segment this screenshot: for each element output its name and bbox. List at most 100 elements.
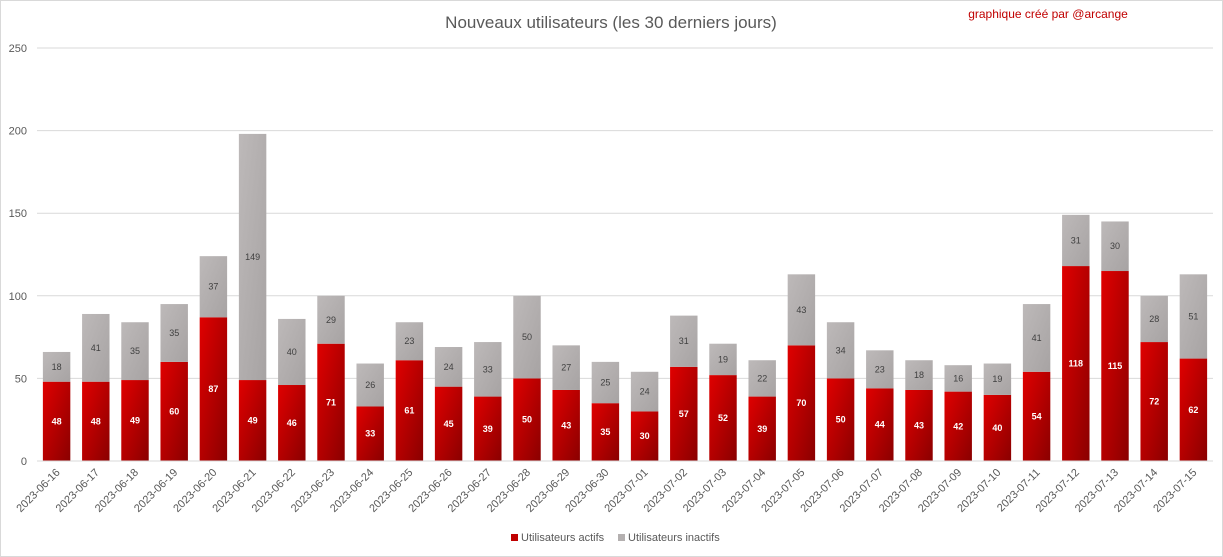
bar-active xyxy=(748,396,776,461)
data-label-active: 42 xyxy=(953,421,963,431)
bar-active xyxy=(199,317,228,461)
bar-inactive xyxy=(42,351,71,382)
data-label-active: 118 xyxy=(1069,359,1084,369)
data-label-active: 30 xyxy=(640,431,650,441)
bar-active xyxy=(395,360,424,461)
data-label-inactive: 30 xyxy=(1110,241,1120,251)
chart-title: Nouveaux utilisateurs (les 30 derniers j… xyxy=(445,13,777,32)
bar-inactive xyxy=(1022,304,1051,372)
chart-credit: graphique créé par @arcange xyxy=(968,7,1128,21)
data-label-inactive: 41 xyxy=(91,343,101,353)
bar-inactive xyxy=(709,343,737,376)
data-label-inactive: 35 xyxy=(130,346,140,356)
bar-inactive xyxy=(395,322,424,361)
bar-active xyxy=(238,380,267,461)
y-tick-label: 250 xyxy=(9,43,27,55)
data-labels: 48 18 48 41 49 35 60 35 87 37 49 149 46 40 71 29 33 26 61 2… xyxy=(52,235,1199,441)
bar-active xyxy=(866,388,894,461)
bar-active xyxy=(670,366,698,461)
y-tick-label: 150 xyxy=(9,208,27,220)
data-label-inactive: 50 xyxy=(522,332,532,342)
data-label-inactive: 16 xyxy=(953,373,963,383)
bar-active xyxy=(42,381,71,461)
bar-active xyxy=(434,386,463,461)
data-label-active: 54 xyxy=(1032,411,1042,421)
data-label-inactive: 40 xyxy=(287,347,297,357)
bar-active xyxy=(356,406,384,461)
bar-inactive xyxy=(1179,274,1208,359)
legend-label-inactive: Utilisateurs inactifs xyxy=(628,532,720,544)
bar-inactive xyxy=(905,360,933,390)
bar-active xyxy=(82,381,110,461)
data-label-inactive: 18 xyxy=(914,370,924,380)
data-label-inactive: 23 xyxy=(404,336,414,346)
data-label-active: 49 xyxy=(248,416,258,426)
bar-inactive xyxy=(826,322,855,379)
bar-inactive xyxy=(474,342,502,397)
data-label-inactive: 22 xyxy=(757,373,767,383)
data-label-inactive: 19 xyxy=(718,354,728,364)
data-label-active: 57 xyxy=(679,409,689,419)
bar-active xyxy=(630,411,659,461)
bar-active xyxy=(1062,266,1090,461)
data-label-active: 46 xyxy=(287,418,297,428)
y-tick-label: 100 xyxy=(9,291,27,303)
bar-inactive xyxy=(434,347,463,387)
data-label-active: 45 xyxy=(444,419,454,429)
data-label-active: 33 xyxy=(365,429,375,439)
bar-active xyxy=(513,378,541,461)
data-label-inactive: 29 xyxy=(326,315,336,325)
data-label-active: 40 xyxy=(992,423,1002,433)
bar-inactive xyxy=(944,365,972,392)
data-label-active: 50 xyxy=(836,415,846,425)
bar-inactive xyxy=(238,133,267,381)
bar-active xyxy=(552,389,580,461)
y-tick-label: 50 xyxy=(15,373,27,385)
data-label-inactive: 23 xyxy=(875,364,885,374)
bar-active xyxy=(787,345,816,461)
bar-active xyxy=(278,385,306,461)
bar-inactive xyxy=(317,295,345,344)
bar-inactive xyxy=(630,371,659,412)
data-label-active: 61 xyxy=(404,406,414,416)
data-label-inactive: 31 xyxy=(1071,235,1081,245)
bar-active xyxy=(709,375,737,461)
data-label-active: 44 xyxy=(875,420,885,430)
data-label-active: 62 xyxy=(1188,405,1198,415)
data-label-active: 87 xyxy=(208,384,218,394)
gridlines xyxy=(37,47,1213,379)
data-label-active: 70 xyxy=(796,398,806,408)
bar-inactive xyxy=(121,322,149,381)
data-label-inactive: 35 xyxy=(169,328,179,338)
data-label-inactive: 34 xyxy=(836,345,846,355)
bar-inactive xyxy=(356,363,384,407)
data-label-inactive: 19 xyxy=(992,374,1002,384)
bar-inactive xyxy=(1062,214,1090,267)
data-label-inactive: 149 xyxy=(245,252,260,262)
bar-inactive xyxy=(199,256,228,318)
data-label-inactive: 27 xyxy=(561,363,571,373)
bar-active xyxy=(944,391,972,461)
bar-active xyxy=(826,378,855,461)
bar-active xyxy=(474,396,502,461)
y-tick-label: 200 xyxy=(9,126,27,138)
data-label-active: 48 xyxy=(91,416,101,426)
bar-inactive xyxy=(591,361,620,404)
data-label-active: 60 xyxy=(169,406,179,416)
data-label-active: 49 xyxy=(130,416,140,426)
data-label-inactive: 37 xyxy=(208,282,218,292)
bar-active xyxy=(121,380,149,461)
data-label-inactive: 41 xyxy=(1032,333,1042,343)
bar-inactive xyxy=(866,350,894,389)
data-label-inactive: 43 xyxy=(796,305,806,315)
bar-inactive xyxy=(278,318,306,386)
bar-active xyxy=(905,389,933,461)
bar-inactive xyxy=(1140,295,1168,343)
bar-inactive xyxy=(160,304,188,362)
bar-active xyxy=(1022,371,1051,461)
data-label-active: 43 xyxy=(561,420,571,430)
legend: Utilisateurs actifs Utilisateurs inactif… xyxy=(511,532,720,544)
data-label-active: 35 xyxy=(600,427,610,437)
y-tick-label: 0 xyxy=(21,456,27,468)
